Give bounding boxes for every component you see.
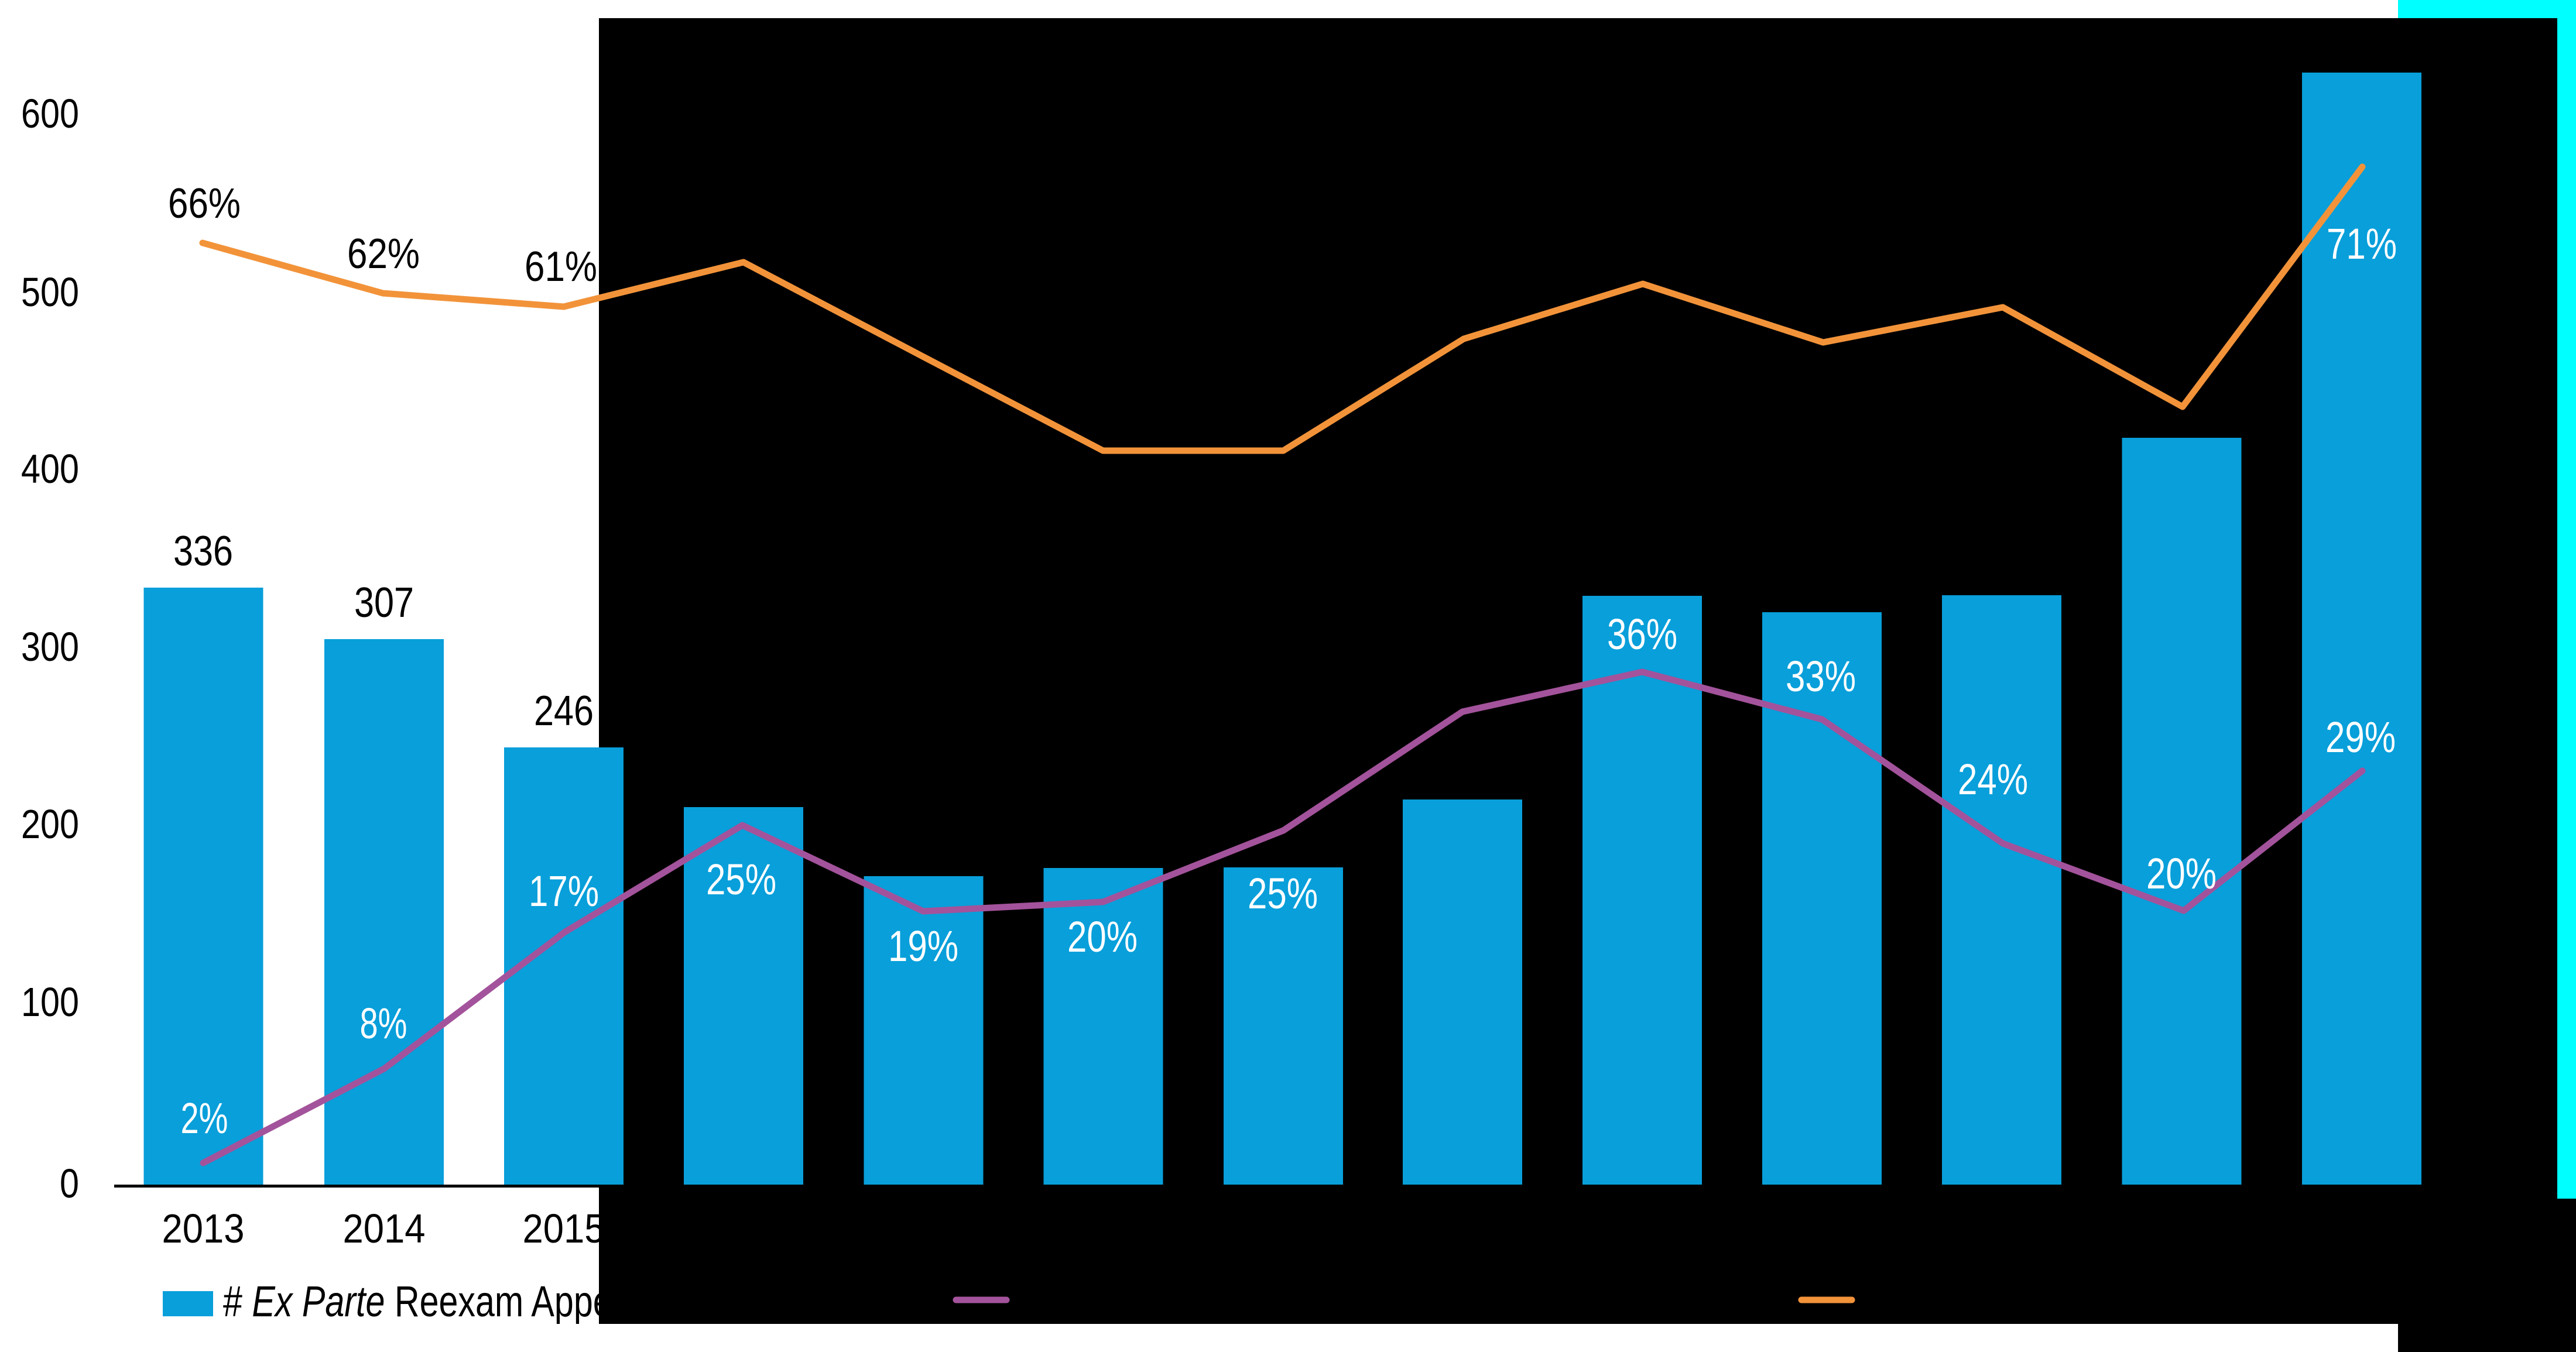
svg-text:200: 200 <box>21 801 79 847</box>
svg-text:20%: 20% <box>1067 913 1138 961</box>
svg-text:62%: 62% <box>347 231 420 277</box>
svg-text:2013: 2013 <box>162 1206 244 1252</box>
svg-text:71%: 71% <box>2327 220 2397 268</box>
svg-text:100: 100 <box>21 979 79 1025</box>
svg-text:2%: 2% <box>180 1094 228 1142</box>
svg-text:300: 300 <box>21 623 79 670</box>
svg-text:8%: 8% <box>359 999 407 1047</box>
svg-text:36%: 36% <box>1607 610 1677 658</box>
svg-text:500: 500 <box>21 269 79 315</box>
svg-text:33%: 33% <box>1786 653 1856 701</box>
svg-text:24%: 24% <box>1958 756 2028 804</box>
svg-text:2015: 2015 <box>522 1206 605 1252</box>
svg-text:61%: 61% <box>525 243 597 290</box>
svg-text:17%: 17% <box>529 867 599 915</box>
svg-text:336: 336 <box>173 528 233 575</box>
svg-text:600: 600 <box>21 90 79 136</box>
svg-text:400: 400 <box>21 445 79 492</box>
svg-text:19%: 19% <box>888 922 958 970</box>
svg-text:25%: 25% <box>1248 870 1318 918</box>
svg-text:25%: 25% <box>706 856 776 904</box>
svg-text:20%: 20% <box>2146 850 2217 898</box>
svg-text:66%: 66% <box>168 180 241 227</box>
svg-text:2014: 2014 <box>342 1206 425 1252</box>
svg-text:246: 246 <box>534 688 594 735</box>
svg-text:29%: 29% <box>2325 713 2396 761</box>
svg-text:0: 0 <box>60 1160 79 1206</box>
svg-text:307: 307 <box>354 579 414 626</box>
